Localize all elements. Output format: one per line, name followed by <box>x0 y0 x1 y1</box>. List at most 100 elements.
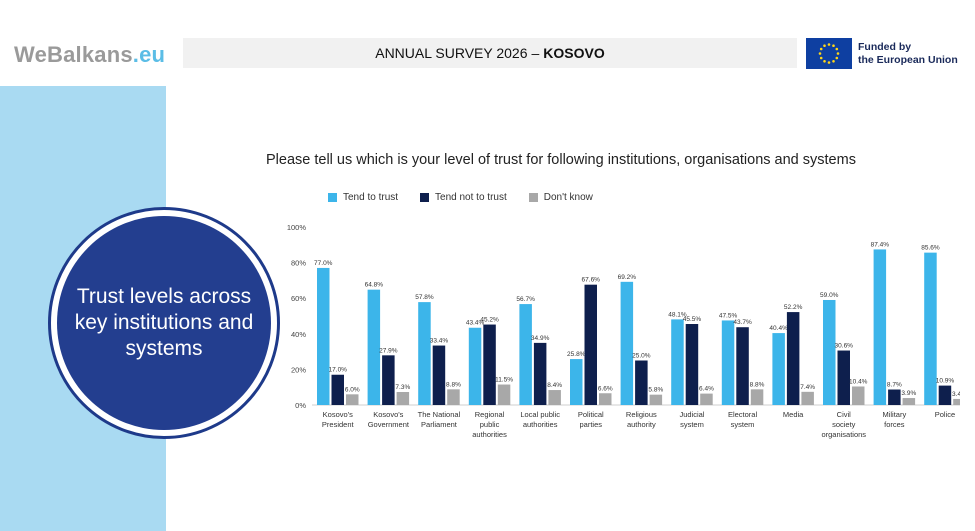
legend-item-dont-know: Don't know <box>528 192 593 203</box>
bar <box>938 385 952 405</box>
eu-star-icon <box>823 44 826 48</box>
data-label: 52.2% <box>784 304 803 311</box>
bar <box>786 312 800 405</box>
bar <box>924 252 937 405</box>
bar <box>902 398 916 405</box>
data-label: 77.0% <box>314 260 333 267</box>
trust-bar-chart: 0% 20% 40% 60% 80% 100% 77.0% 17.0% 6.0% Kosovo's… <box>287 223 960 439</box>
bar <box>852 386 865 405</box>
bar <box>635 360 648 405</box>
eu-star-icon <box>832 44 835 48</box>
data-label: 33.4% <box>430 338 449 345</box>
bar <box>468 327 482 405</box>
bar <box>382 355 395 405</box>
logo-part-1: WeBalkans <box>14 42 133 67</box>
data-label: 67.6% <box>582 277 601 284</box>
data-label: 27.9% <box>379 347 398 354</box>
category-label: Parliament <box>421 420 458 429</box>
bar <box>649 394 663 405</box>
category-label: forces <box>884 420 905 429</box>
bar <box>483 324 496 405</box>
y-tick-label: 0% <box>295 401 306 410</box>
survey-banner: ANNUAL SURVEY 2026 – KOSOVO <box>183 38 797 68</box>
category-label: Political <box>578 410 604 419</box>
bar <box>570 359 583 405</box>
bar <box>801 391 814 405</box>
data-label: 59.0% <box>820 292 839 299</box>
chart-title: Please tell us which is your level of tr… <box>266 152 856 168</box>
y-tick-label: 40% <box>291 330 306 339</box>
bar <box>620 281 634 405</box>
bar <box>497 384 511 405</box>
legend-item-trust: Tend to trust <box>328 192 398 203</box>
category-label: Media <box>783 410 804 419</box>
data-label: 8.4% <box>547 382 562 389</box>
bar <box>599 393 612 405</box>
data-label: 3.4% <box>952 391 960 398</box>
data-label: 8.7% <box>887 382 902 389</box>
category-label: Local public <box>520 410 560 419</box>
bar <box>837 350 850 405</box>
data-label: 40.4% <box>769 325 788 332</box>
category-label: Judicial <box>679 410 704 419</box>
category-label: authorities <box>472 430 507 439</box>
legend-label-trust: Tend to trust <box>343 192 399 203</box>
bar <box>317 267 330 405</box>
bar <box>873 249 887 405</box>
eu-star-icon <box>832 59 835 63</box>
bar <box>447 389 460 405</box>
category-label: Military <box>882 410 906 419</box>
data-label: 43.7% <box>733 319 752 326</box>
data-label: 17.0% <box>329 367 348 374</box>
banner-title: ANNUAL SURVEY 2026 <box>375 45 528 61</box>
banner-separator: – <box>531 45 540 61</box>
sidebar-heading: Trust levels across key institutions and… <box>74 285 254 360</box>
category-label: President <box>322 420 355 429</box>
category-label: Regional <box>475 410 505 419</box>
category-label: Religious <box>626 410 657 419</box>
legend-label-dont-know: Don't know <box>543 192 593 203</box>
y-tick-label: 80% <box>291 259 306 268</box>
data-label: 47.5% <box>719 312 738 319</box>
bar <box>823 299 836 405</box>
legend-swatch-trust <box>328 193 337 202</box>
data-label: 6.6% <box>598 385 613 392</box>
bar <box>519 304 532 405</box>
data-label: 6.4% <box>699 386 714 393</box>
category-label: society <box>832 420 856 429</box>
category-label: Civil <box>837 410 851 419</box>
bar <box>721 320 735 405</box>
eu-star-icon <box>835 56 839 60</box>
heading-circle: Trust levels across key institutions and… <box>48 207 280 439</box>
bar <box>736 327 749 405</box>
data-label: 48.1% <box>668 311 687 318</box>
bar <box>367 289 381 405</box>
category-label: parties <box>579 420 602 429</box>
category-label: Government <box>368 420 410 429</box>
data-label: 10.4% <box>849 378 868 385</box>
data-label: 7.3% <box>395 384 410 391</box>
bar <box>346 394 359 405</box>
bar <box>700 393 713 405</box>
bar <box>533 342 547 405</box>
bar <box>396 392 410 405</box>
category-label: public <box>480 420 500 429</box>
data-label: 6.0% <box>345 386 360 393</box>
chart-legend: Tend to trust Tend not to trust Don't kn… <box>328 192 615 203</box>
y-tick-label: 60% <box>291 294 306 303</box>
eu-star-icon <box>818 52 822 55</box>
category-label: The National <box>418 410 461 419</box>
data-label: 43.4% <box>466 320 485 327</box>
bar <box>685 324 699 405</box>
data-label: 57.8% <box>415 294 434 301</box>
eu-line-2: the European Union <box>858 53 958 66</box>
eu-funding-badge: Funded by the European Union <box>806 38 958 69</box>
bar <box>888 389 901 405</box>
bar <box>331 374 344 405</box>
data-label: 25.0% <box>632 353 651 360</box>
eu-star-icon <box>827 61 831 64</box>
category-label: authorities <box>523 420 558 429</box>
legend-label-not-trust: Tend not to trust <box>435 192 507 203</box>
category-label: Kosovo's <box>323 410 353 419</box>
data-label: 3.9% <box>901 390 916 397</box>
